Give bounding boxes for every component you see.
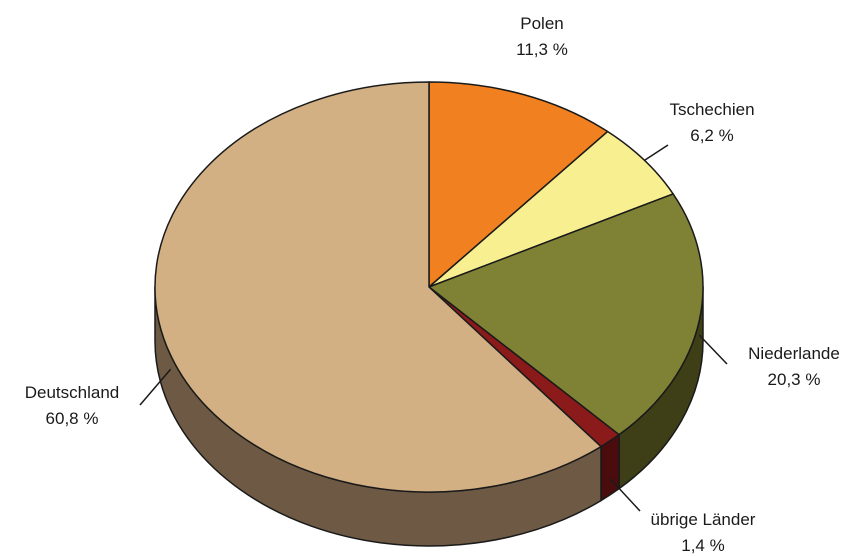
slice-value-uebrige-laender: 1,4 % — [681, 536, 724, 555]
slice-value-polen: 11,3 % — [516, 40, 568, 59]
pie-slice-niederlande — [428, 193, 704, 436]
slice-value-tschechien: 6,2 % — [690, 126, 733, 145]
slice-value-niederlande: 20,3 % — [768, 370, 821, 389]
leader-line-deutschland — [139, 368, 172, 406]
leader-line-niederlande — [698, 334, 728, 365]
slice-label-polen: Polen — [520, 14, 563, 33]
slice-label-niederlande: Niederlande — [748, 344, 840, 363]
pie-slices — [154, 81, 704, 493]
slice-label-deutschland: Deutschland — [25, 383, 120, 402]
pie-slice-deutschland — [154, 81, 602, 493]
slice-label-tschechien: Tschechien — [669, 100, 754, 119]
slice-value-deutschland: 60,8 % — [46, 409, 99, 428]
pie-slice-polen — [428, 81, 609, 288]
leader-lines — [139, 144, 728, 512]
slice-label-uebrige-laender: übrige Länder — [651, 510, 756, 529]
leader-line-uebrige-laender — [609, 478, 641, 512]
leader-line-tschechien — [644, 144, 669, 161]
